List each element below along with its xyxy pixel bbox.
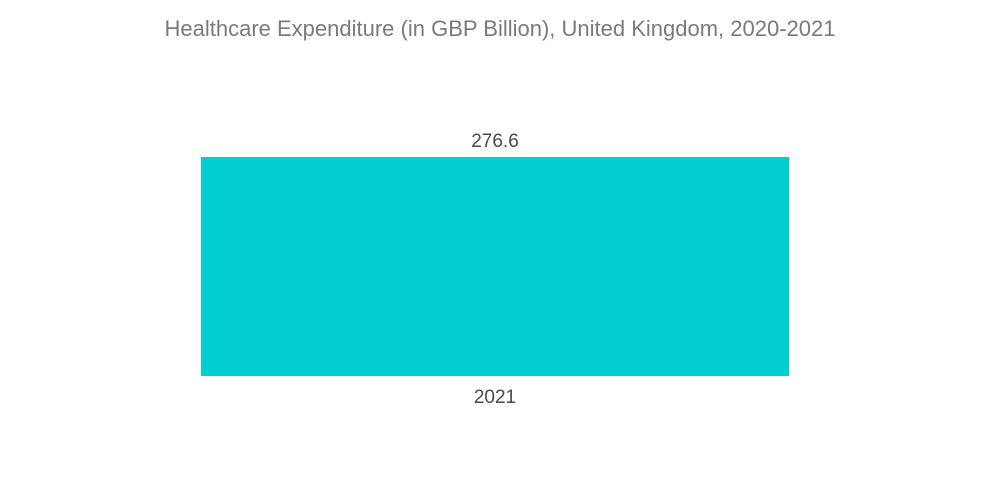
bar-2021	[201, 157, 789, 376]
value-label-2021: 276.6	[471, 131, 519, 152]
x-tick-labels-group: 2021	[474, 387, 516, 408]
x-tick-label-2021: 2021	[474, 387, 516, 408]
value-labels-group: 276.6	[471, 131, 519, 152]
bars-group	[201, 157, 789, 376]
chart-title: Healthcare Expenditure (in GBP Billion),…	[164, 16, 836, 41]
